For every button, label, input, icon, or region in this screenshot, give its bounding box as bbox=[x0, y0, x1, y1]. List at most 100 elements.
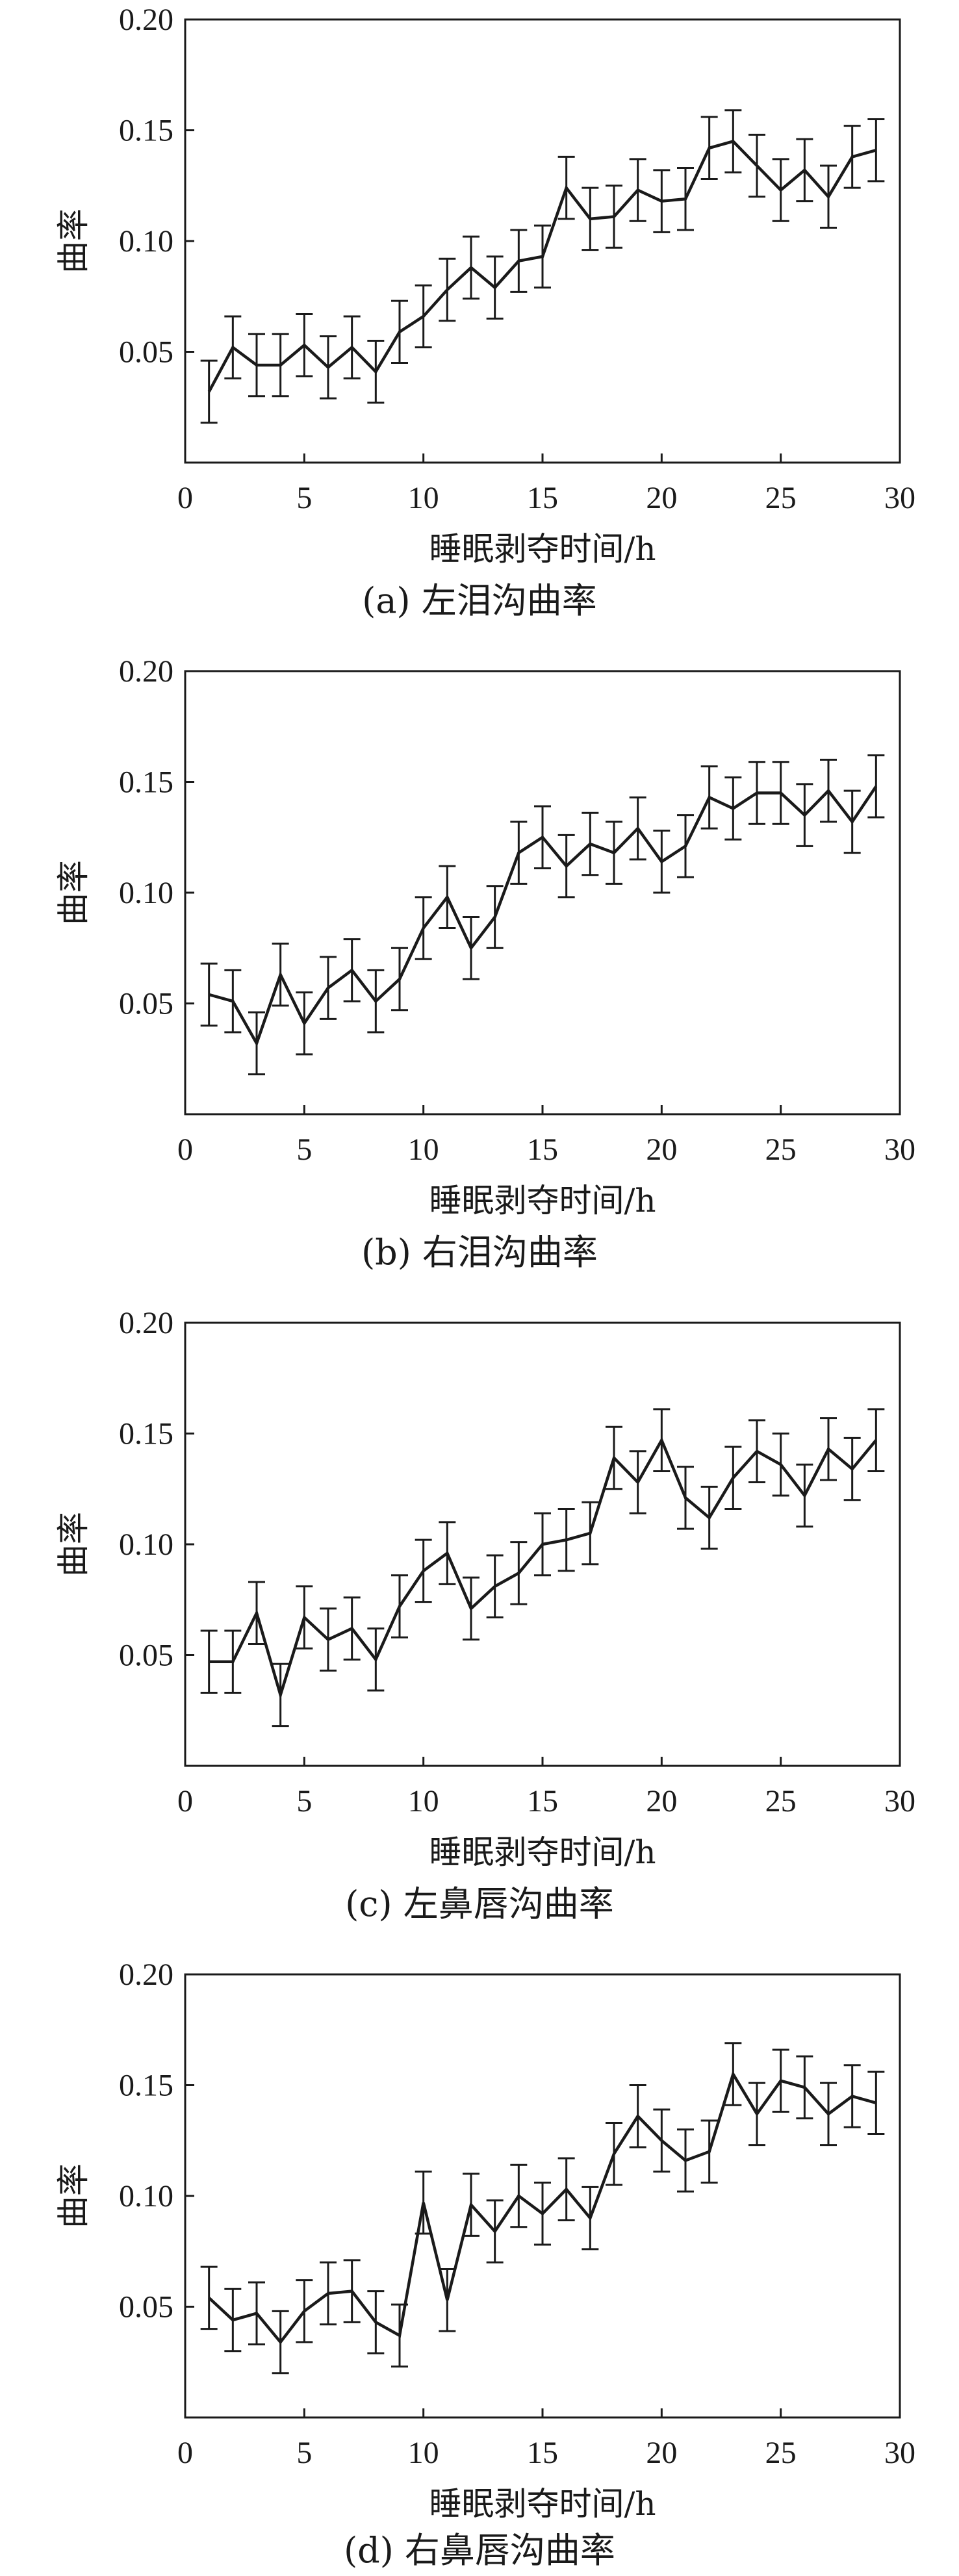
x-tick-label: 0 bbox=[177, 481, 193, 515]
error-bar bbox=[224, 2288, 242, 2353]
y-tick-label: 0.05 bbox=[119, 1639, 173, 1673]
error-bar bbox=[415, 284, 432, 349]
error-bar bbox=[582, 811, 599, 876]
x-tick-label: 25 bbox=[765, 481, 797, 515]
error-bar bbox=[320, 2261, 337, 2326]
error-bar bbox=[772, 1433, 789, 1497]
error-bar bbox=[320, 1607, 337, 1672]
error-bar bbox=[700, 765, 718, 830]
error-bar bbox=[724, 776, 742, 841]
error-bar bbox=[367, 1627, 385, 1692]
x-tick-label: 0 bbox=[177, 2436, 193, 2470]
error-bar bbox=[653, 169, 671, 233]
error-bar bbox=[343, 2259, 361, 2323]
x-axis-title: 睡眠剥夺时间/h bbox=[429, 530, 656, 568]
error-bar bbox=[534, 805, 551, 869]
error-bar bbox=[748, 133, 765, 198]
error-bar bbox=[820, 2082, 837, 2147]
x-tick-label: 20 bbox=[646, 1784, 677, 1818]
error-bar bbox=[320, 956, 337, 1020]
chart-caption-d: (d) 右鼻唇沟曲率 bbox=[344, 2530, 615, 2571]
y-tick-label: 0.20 bbox=[119, 654, 173, 689]
error-bar bbox=[486, 1554, 504, 1619]
error-bar bbox=[748, 761, 765, 825]
error-bar bbox=[820, 164, 837, 229]
error-bar bbox=[272, 333, 289, 398]
error-bar bbox=[343, 315, 361, 379]
x-tick-label: 30 bbox=[884, 481, 915, 515]
error-bar bbox=[629, 1450, 646, 1514]
error-bar bbox=[296, 1585, 313, 1650]
error-bar bbox=[534, 2182, 551, 2246]
error-bar bbox=[629, 158, 646, 222]
error-bar bbox=[606, 185, 622, 249]
error-bar bbox=[200, 1629, 218, 1694]
error-bar bbox=[867, 2071, 885, 2136]
error-bar bbox=[557, 1507, 575, 1572]
error-bar bbox=[224, 1629, 242, 1694]
error-bar bbox=[820, 1417, 837, 1481]
error-bar bbox=[606, 2121, 622, 2186]
error-bar bbox=[653, 2108, 671, 2173]
error-bar bbox=[272, 2310, 289, 2375]
x-tick-label: 15 bbox=[527, 1132, 558, 1167]
y-axis-title: 曲率 bbox=[55, 2163, 92, 2228]
y-tick-label: 0.15 bbox=[119, 2069, 173, 2103]
error-bar bbox=[343, 1596, 361, 1661]
error-bar bbox=[867, 1408, 885, 1472]
x-tick-label: 5 bbox=[296, 1784, 312, 1818]
error-bar bbox=[272, 942, 289, 1007]
error-bar bbox=[534, 224, 551, 289]
error-bar bbox=[343, 938, 361, 1002]
x-tick-label: 20 bbox=[646, 481, 677, 515]
x-tick-label: 10 bbox=[408, 2436, 439, 2470]
error-bar bbox=[700, 2119, 718, 2184]
error-bar bbox=[248, 1011, 265, 1076]
error-bar bbox=[224, 969, 242, 1034]
y-tick-label: 0.10 bbox=[119, 2179, 173, 2213]
x-tick-label: 0 bbox=[177, 1784, 193, 1818]
error-bar bbox=[582, 1501, 599, 1566]
error-bar bbox=[606, 821, 622, 885]
error-bar bbox=[796, 783, 813, 847]
error-bar bbox=[653, 1408, 671, 1472]
y-axis-title: 曲率 bbox=[55, 1512, 92, 1577]
error-bar bbox=[700, 116, 718, 181]
error-bar bbox=[557, 155, 575, 220]
error-bar bbox=[653, 830, 671, 894]
chart-panel-c: 0 5 10 15 20 25 30 0.05 0.10 0.15 0.20 睡眠剥夺时间/h 曲率 (… bbox=[0, 1303, 959, 1940]
error-bar bbox=[820, 758, 837, 823]
y-tick-label: 0.10 bbox=[119, 224, 173, 259]
error-bar bbox=[248, 1581, 265, 1645]
x-tick-label: 20 bbox=[646, 1132, 677, 1167]
error-bar bbox=[272, 1663, 289, 1728]
error-bar bbox=[700, 1485, 718, 1550]
y-tick-label: 0.15 bbox=[119, 1417, 173, 1451]
x-tick-label: 10 bbox=[408, 1132, 439, 1167]
chart-svg-c: 0 5 10 15 20 25 30 0.05 0.10 0.15 0.20 睡眠剥夺时间/h 曲率 bbox=[55, 1306, 915, 1871]
error-bar bbox=[796, 1463, 813, 1528]
error-bar bbox=[296, 313, 313, 377]
chart-caption-a: (a) 左泪沟曲率 bbox=[362, 580, 597, 621]
error-bar bbox=[415, 2170, 432, 2235]
error-bar bbox=[200, 359, 218, 424]
y-axis-title: 曲率 bbox=[55, 209, 92, 274]
chart-panel-d: 0 5 10 15 20 25 30 0.05 0.10 0.15 0.20 睡眠剥夺时间/h 曲率 (… bbox=[0, 1955, 959, 2576]
error-bar bbox=[677, 2128, 694, 2193]
error-bar bbox=[724, 109, 742, 173]
error-bar bbox=[677, 166, 694, 231]
y-tick-label: 0.10 bbox=[119, 1527, 173, 1562]
error-bar bbox=[748, 2082, 765, 2147]
chart-svg-b: 0 5 10 15 20 25 30 0.05 0.10 0.15 0.20 睡眠剥夺时间/h 曲率 bbox=[55, 654, 915, 1219]
error-bar bbox=[486, 255, 504, 320]
error-bar bbox=[463, 235, 480, 300]
x-tick-label: 25 bbox=[765, 2436, 797, 2470]
error-bar bbox=[796, 2055, 813, 2120]
error-bar bbox=[296, 991, 313, 1056]
error-bar bbox=[510, 821, 528, 885]
error-bar bbox=[439, 1521, 456, 1585]
x-tick-label: 15 bbox=[527, 2436, 558, 2470]
error-bar bbox=[510, 1541, 528, 1605]
error-bar bbox=[391, 947, 408, 1012]
error-bar bbox=[439, 865, 456, 930]
